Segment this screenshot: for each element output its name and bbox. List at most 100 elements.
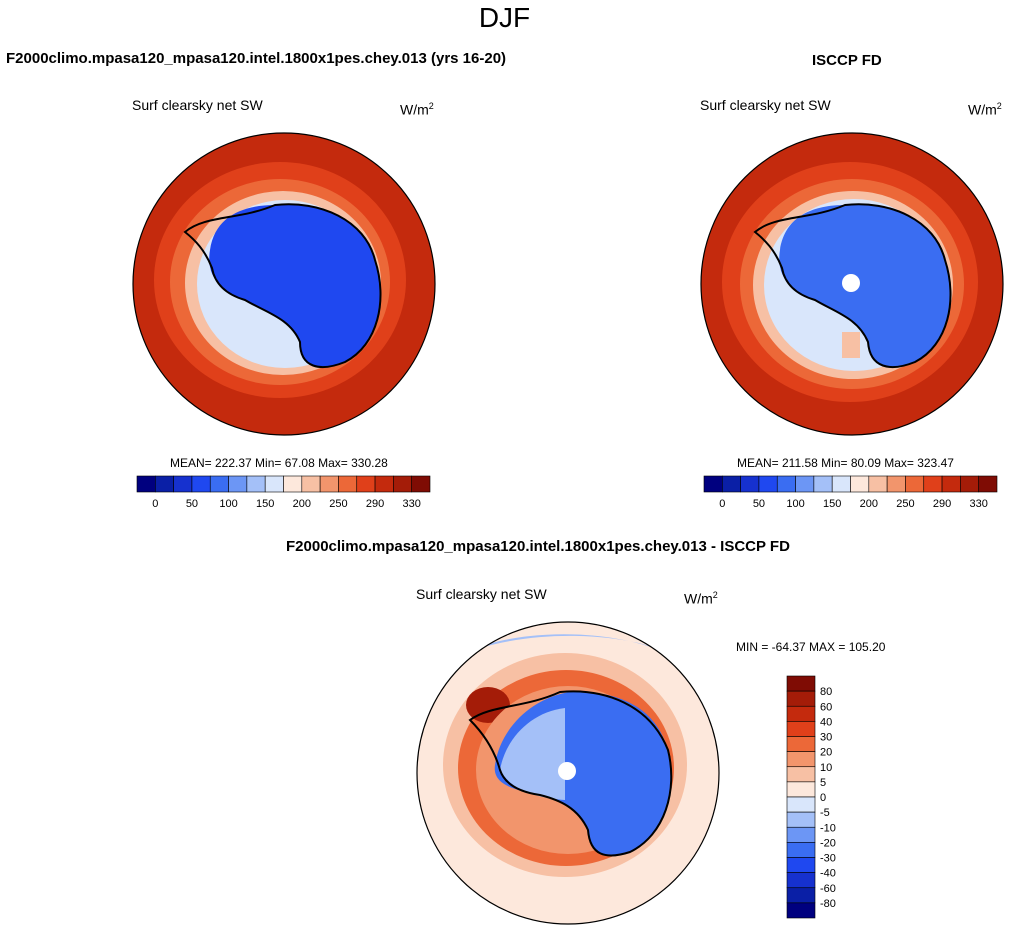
- obs-colorbar-box: [776, 475, 796, 493]
- diff-colorbar-box: [786, 887, 816, 904]
- model-colorbar-box: [338, 475, 358, 493]
- season-title: DJF: [478, 2, 531, 33]
- model-colorbar-box: [374, 475, 394, 493]
- diff-case-title: F2000climo.mpasa120_mpasa120.intel.1800x…: [286, 538, 790, 555]
- obs-stats: MEAN= 211.58 Min= 80.09 Max= 323.47: [737, 456, 954, 470]
- model-colorbar-box: [319, 475, 339, 493]
- model-colorbar: 0 50 100 150 200 250 290 330: [136, 475, 431, 510]
- obs-colorbar-tick-label: 100: [786, 498, 804, 510]
- diff-colorbar-box: [786, 690, 816, 707]
- obs-case-title: ISCCP FD: [812, 52, 882, 69]
- obs-units: W/m2: [968, 101, 1002, 118]
- diff-colorbar-box: [786, 751, 816, 768]
- model-colorbar-box: [356, 475, 376, 493]
- model-coastline: [183, 203, 382, 369]
- obs-colorbar-box: [795, 475, 815, 493]
- diff-colorbar-tick-label: 40: [820, 716, 832, 728]
- diff-stats: MIN = -64.37 MAX = 105.20: [736, 640, 886, 654]
- diff-colorbar-box: [786, 826, 816, 843]
- diff-colorbar-box: [786, 721, 816, 737]
- diff-colorbar-tick-label: 30: [820, 732, 832, 744]
- diff-colorbar-box: [786, 796, 816, 813]
- diff-field-peninsula-max: [466, 687, 510, 723]
- model-colorbar-tick-label: 100: [219, 498, 237, 510]
- obs-colorbar-tick-label: 50: [753, 498, 765, 510]
- model-colorbar-tick-label: 50: [186, 498, 198, 510]
- diff-colorbar-tick-label: -10: [820, 822, 836, 834]
- obs-colorbar-box: [868, 475, 888, 493]
- obs-field-antarctica: [779, 204, 951, 368]
- diff-map: [416, 621, 720, 925]
- diff-colorbar-box: [786, 857, 816, 873]
- model-map: [132, 132, 436, 436]
- diff-colorbar-tick-label: -40: [820, 868, 836, 880]
- obs-panel-title: Surf clearsky net SW: [700, 97, 831, 113]
- obs-colorbar-box: [978, 475, 998, 493]
- diff-colorbar-tick-label: -60: [820, 883, 836, 895]
- obs-colorbar-tick-label: 0: [719, 498, 725, 510]
- diff-colorbar-box: [786, 781, 816, 798]
- diff-field-north-edge: [470, 634, 660, 650]
- model-units: W/m2: [400, 101, 434, 118]
- obs-pole-hole: [842, 274, 860, 292]
- obs-field-ross-ice: [842, 332, 860, 358]
- model-field-antarctica: [209, 204, 381, 368]
- diff-colorbar-tick-label: 20: [820, 747, 832, 759]
- obs-map-border: [700, 132, 1004, 436]
- diff-colorbar-box: [786, 736, 816, 752]
- model-colorbar-box: [136, 475, 156, 493]
- model-colorbar-box: [191, 475, 211, 493]
- obs-colorbar-box: [831, 475, 851, 493]
- diff-colorbar: 80 60 40 30 20 10 5 0 -5 -10 -20 -30 -40 -60 -80: [786, 675, 836, 919]
- obs-colorbar-tick-label: 290: [933, 498, 951, 510]
- diff-colorbar-tick-label: 10: [820, 762, 832, 774]
- model-colorbar-tick-label: 330: [403, 498, 421, 510]
- diff-colorbar-box: [786, 872, 816, 889]
- obs-colorbar-box: [923, 475, 943, 493]
- model-colorbar-box: [228, 475, 248, 493]
- obs-map: [700, 132, 1004, 436]
- obs-colorbar-box: [740, 475, 760, 493]
- model-colorbar-tick-label: 0: [152, 498, 158, 510]
- diff-colorbar-box: [786, 811, 816, 828]
- model-map-border: [132, 132, 436, 436]
- model-colorbar-tick-label: 290: [366, 498, 384, 510]
- model-panel-title: Surf clearsky net SW: [132, 97, 263, 113]
- diff-colorbar-box: [786, 766, 816, 783]
- model-colorbar-box: [246, 475, 266, 493]
- diff-colorbar-tick-label: 5: [820, 777, 826, 789]
- obs-colorbar-tick-label: 250: [896, 498, 914, 510]
- model-colorbar-box: [173, 475, 193, 493]
- obs-coastline: [753, 203, 952, 369]
- model-colorbar-tick-label: 250: [329, 498, 347, 510]
- obs-colorbar-box: [813, 475, 833, 493]
- obs-colorbar-tick-label: 150: [823, 498, 841, 510]
- model-stats: MEAN= 222.37 Min= 67.08 Max= 330.28: [170, 456, 388, 470]
- diff-units: W/m2: [684, 590, 718, 607]
- obs-colorbar-box: [850, 475, 870, 493]
- diff-colorbar-tick-label: 60: [820, 701, 832, 713]
- obs-colorbar-tick-label: 200: [860, 498, 878, 510]
- diff-colorbar-tick-label: 0: [820, 792, 826, 804]
- model-colorbar-box: [411, 475, 431, 493]
- diff-colorbar-box: [786, 842, 816, 858]
- model-case-title: F2000climo.mpasa120_mpasa120.intel.1800x…: [6, 50, 507, 67]
- obs-colorbar-box: [905, 475, 925, 493]
- diff-colorbar-tick-label: -5: [820, 807, 830, 819]
- diff-colorbar-tick-label: -30: [820, 853, 836, 865]
- diff-panel-title: Surf clearsky net SW: [416, 586, 547, 602]
- obs-colorbar-box: [941, 475, 961, 493]
- diff-coastline: [468, 690, 673, 857]
- obs-colorbar-box: [722, 475, 741, 493]
- obs-colorbar-box: [703, 475, 723, 493]
- model-colorbar-box: [393, 475, 412, 493]
- diff-colorbar-tick-label: -80: [820, 898, 836, 910]
- obs-colorbar: 0 50 100 150 200 250 290 330: [703, 475, 998, 510]
- diff-pole-hole: [558, 762, 576, 780]
- model-colorbar-box: [209, 475, 229, 493]
- diff-colorbar-tick-label: 80: [820, 686, 832, 698]
- model-colorbar-box: [155, 475, 174, 493]
- diff-map-border: [416, 621, 720, 925]
- model-colorbar-box: [301, 475, 321, 493]
